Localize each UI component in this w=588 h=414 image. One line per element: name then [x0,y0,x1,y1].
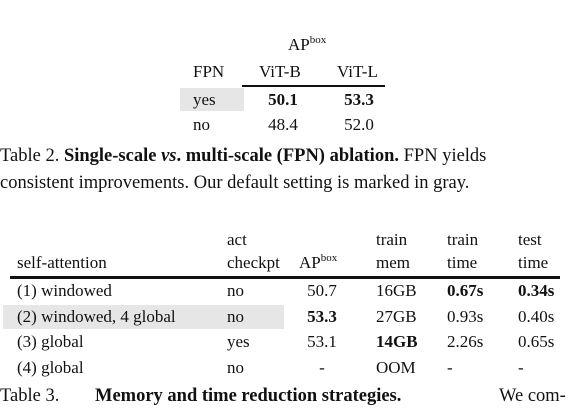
table3-col6-line2: time [518,253,549,272]
caption-label: Table 2. [0,146,64,166]
table2-cell-vitl: 53.3 [344,90,374,109]
table3-col3: APbox [299,252,338,275]
table3-caption: Table 3. Memory and time reduction strat… [0,384,588,408]
table3-cell-mem: 27GB [376,307,417,326]
ap-sup: box [320,252,338,264]
caption-text: We com- [499,386,566,406]
caption-bold: Single-scale [63,146,162,166]
table2-col-vitl: ViT-L [337,62,378,81]
table3-cell-train: 0.93s [447,307,484,326]
table3-cell-act: yes [227,332,250,351]
table3-cell-ap: - [319,358,325,377]
table3-cell-attn: (1) windowed [17,281,112,300]
table3-cell-ap: 50.7 [307,281,337,300]
table3-cell-train: - [447,358,453,377]
table3-col6-line1: test [518,230,542,249]
table3-col4-line2: mem [376,253,410,272]
ap-label: AP [299,253,321,272]
ap-label: AP [288,35,310,54]
caption-bold: . multi-scale (FPN) ablation. [176,146,400,166]
table3-cell-ap: 53.3 [307,307,337,326]
table2-col-vitb: ViT-B [259,62,301,81]
table2-ap-header: APbox [288,34,327,57]
caption-text: FPN yields [399,146,487,166]
table2-cell-vitl: 52.0 [344,115,374,134]
table3-cell-mem: OOM [376,358,416,377]
table3-cell-act: no [227,307,244,326]
caption-label: Table 3. [0,386,60,406]
table3-cell-attn: (3) global [17,332,84,351]
table2-cell-vitb: 48.4 [268,115,298,134]
table3-cell-ap: 53.1 [307,332,337,351]
table3-cell-act: no [227,358,244,377]
table3-cell-test: - [518,358,524,377]
table3-col2-line1: act [227,230,247,249]
table3-cell-attn: (4) global [17,358,84,377]
table3-cell-test: 0.34s [518,281,555,300]
table3-col1: self-attention [17,253,107,272]
table2-cell-fpn: yes [193,90,216,109]
table3-cell-act: no [227,281,244,300]
caption-bold: Memory and time reduction strategies. [95,386,402,406]
table2-caption-line2: consistent improvements. Our default set… [0,173,470,193]
table2-col-fpn: FPN [193,62,225,81]
table3-cell-attn: (2) windowed, 4 global [17,307,176,326]
table3-cell-train: 2.26s [447,332,484,351]
table3-default-highlight [3,305,284,329]
table2-header-rule [242,85,385,87]
caption-bold-vs: vs [161,146,177,166]
table3-col5-line1: train [447,230,479,249]
table3-col2-line2: checkpt [227,253,280,272]
table2-cell-fpn: no [193,115,210,134]
table3-header-rule [10,276,560,279]
table3-cell-test: 0.65s [518,332,555,351]
table3-cell-test: 0.40s [518,307,555,326]
table3-cell-mem: 14GB [376,332,418,351]
table3-col5-line2: time [447,253,478,272]
table2-default-highlight [180,88,244,111]
ap-sup: box [309,34,327,46]
table3-col4-line1: train [376,230,408,249]
table3-cell-train: 0.67s [447,281,484,300]
table2-caption-line1: Table 2. Single-scale vs. multi-scale (F… [0,144,486,168]
table3-cell-mem: 16GB [376,281,417,300]
table2-cell-vitb: 50.1 [268,90,298,109]
